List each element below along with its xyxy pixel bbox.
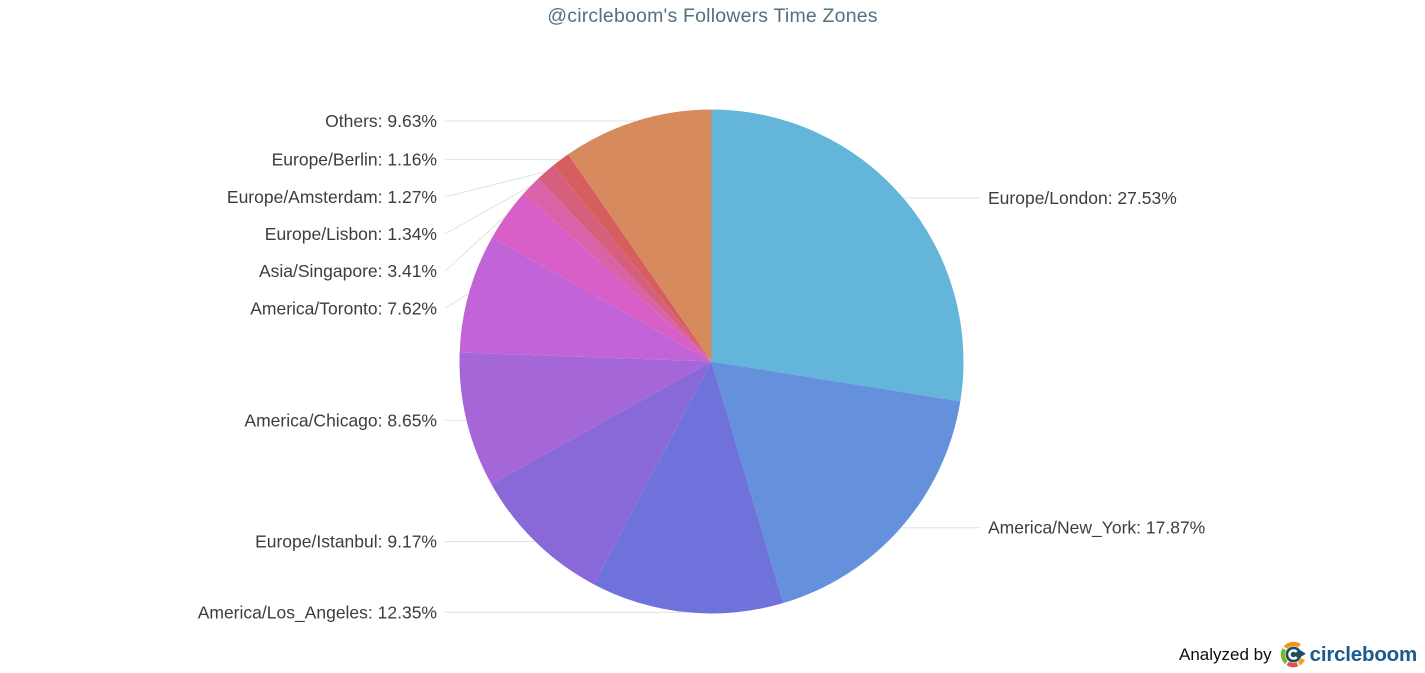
- leader-line-asia-singapore: [444, 214, 507, 272]
- circleboom-logo-icon: [1280, 641, 1306, 668]
- slice-label-america-toronto: America/Toronto: 7.62%: [250, 298, 437, 318]
- pie-slice-america-chicago[interactable]: [459, 352, 712, 485]
- slice-label-asia-singapore: Asia/Singapore: 3.41%: [259, 261, 437, 281]
- pie-slice-asia-singapore[interactable]: [492, 193, 712, 362]
- pie-slice-america-toronto[interactable]: [459, 237, 712, 362]
- pie-slice-europe-berlin[interactable]: [553, 154, 712, 362]
- leader-line-america-toronto: [444, 292, 470, 309]
- slice-label-america-los-angeles: America/Los_Angeles: 12.35%: [198, 602, 437, 623]
- slice-label-europe-london: Europe/London: 27.53%: [988, 188, 1177, 208]
- circleboom-wordmark: circleboom: [1309, 642, 1418, 666]
- pie-slice-europe-lisbon[interactable]: [523, 178, 712, 362]
- pie-slice-europe-amsterdam[interactable]: [538, 165, 712, 362]
- pie-slice-america-los-angeles[interactable]: [593, 361, 784, 614]
- slice-label-america-new-york: America/New_York: 17.87%: [988, 518, 1205, 539]
- pie-slice-europe-london[interactable]: [711, 109, 964, 402]
- analyzed-by-text: Analyzed by: [1179, 644, 1272, 664]
- slice-label-america-chicago: America/Chicago: 8.65%: [244, 410, 437, 430]
- slice-label-europe-lisbon: Europe/Lisbon: 1.34%: [265, 224, 437, 244]
- leader-line-europe-amsterdam: [444, 171, 546, 198]
- slice-label-europe-berlin: Europe/Berlin: 1.16%: [272, 150, 437, 170]
- pie-slice-america-new-york[interactable]: [711, 361, 961, 604]
- slice-label-others: Others: 9.63%: [325, 111, 437, 131]
- circleboom-logo[interactable]: circleboom: [1280, 641, 1417, 668]
- slice-label-europe-amsterdam: Europe/Amsterdam: 1.27%: [227, 187, 437, 207]
- pie-slice-others[interactable]: [568, 109, 712, 362]
- footer-attribution: Analyzed by circleboom: [1179, 641, 1417, 668]
- chart-title: @circleboom's Followers Time Zones: [547, 5, 878, 27]
- pie-slice-europe-istanbul[interactable]: [491, 361, 712, 585]
- leader-line-europe-lisbon: [444, 185, 531, 235]
- slice-label-europe-istanbul: Europe/Istanbul: 9.17%: [255, 532, 437, 552]
